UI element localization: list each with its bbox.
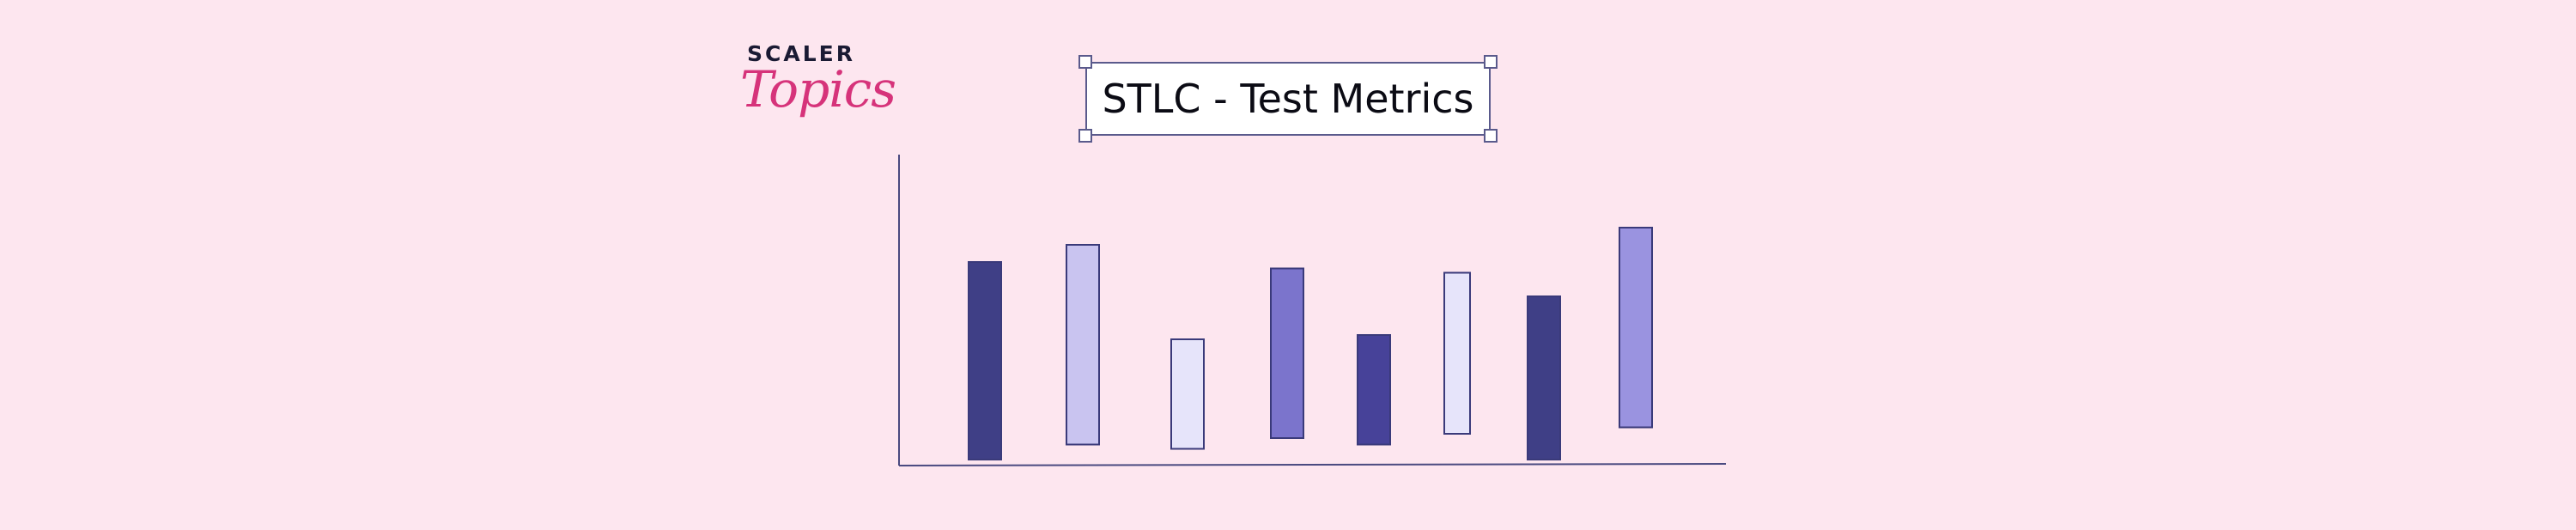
diagram-bar-6 <box>1443 271 1471 435</box>
bars-group <box>968 227 1653 460</box>
diagram-bar-2 <box>1066 244 1100 446</box>
diagram-bar-5 <box>1357 334 1391 446</box>
scaler-topics-logo: SCALER Topics <box>740 38 896 132</box>
resize-handle-top-right[interactable] <box>1484 55 1498 69</box>
page-title: STLC - Test Metrics <box>1102 76 1474 122</box>
x-axis-line <box>898 463 1727 466</box>
title-box[interactable]: STLC - Test Metrics <box>1085 62 1491 136</box>
diagram-bar-1 <box>968 261 1002 460</box>
diagram-bar-7 <box>1527 295 1561 460</box>
diagram-bar-4 <box>1270 267 1304 439</box>
resize-handle-top-left[interactable] <box>1078 55 1092 69</box>
resize-handle-bottom-right[interactable] <box>1484 129 1498 143</box>
diagram-bar-3 <box>1170 338 1205 450</box>
diagram-bar-8 <box>1619 227 1653 429</box>
resize-handle-bottom-left[interactable] <box>1078 129 1092 143</box>
logo-wordmark-scaler: SCALER <box>747 41 855 66</box>
logo-wordmark-topics: Topics <box>740 60 896 119</box>
